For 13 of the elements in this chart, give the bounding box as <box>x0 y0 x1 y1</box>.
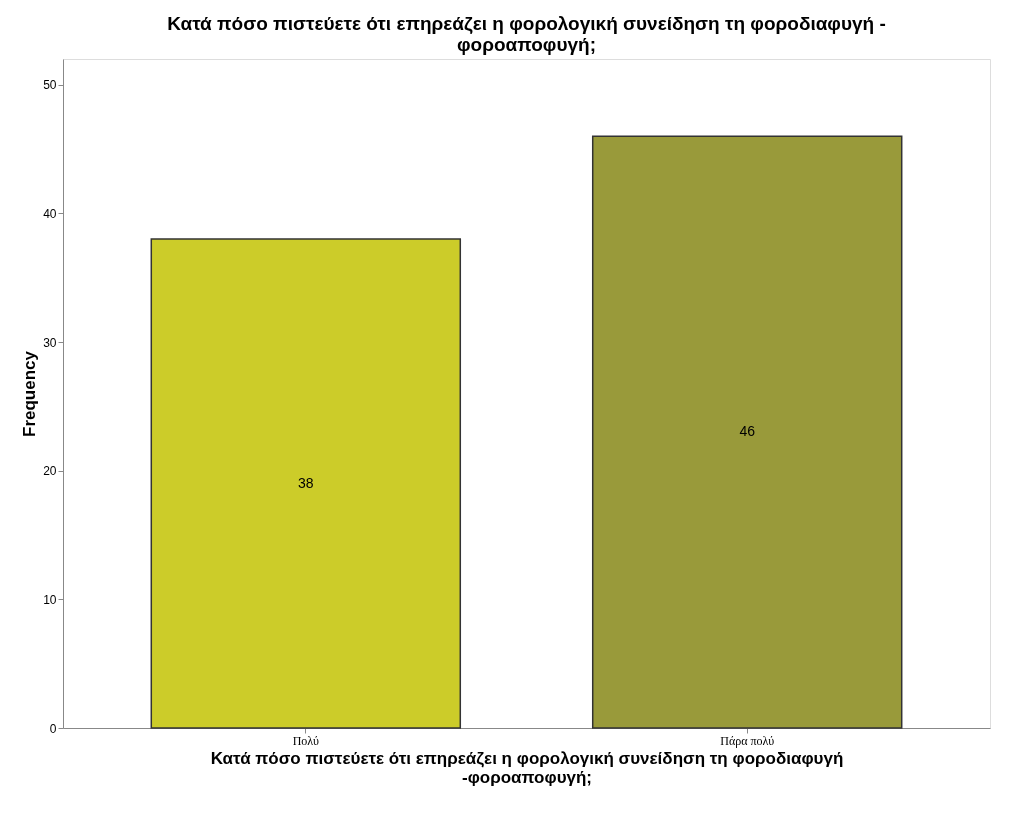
y-tick-label: 0 <box>49 721 57 736</box>
x-tick-label: Πολύ <box>292 733 319 748</box>
x-axis-title: Κατά πόσο πιστεύετε ότι επηρεάζει η φορολογική συνείδηση τη φοροδιαφυγή -φοροαποφυγή; <box>210 748 844 787</box>
y-tick-label: 30 <box>43 335 57 350</box>
y-tick-label: 40 <box>43 206 57 221</box>
data-label: 38 <box>298 474 314 491</box>
x-tick-label: Πάρα πολύ <box>720 733 775 748</box>
chart-title: Κατά πόσο πιστεύετε ότι επηρεάζει η φορολογική συνείδηση τη φοροδιαφυγή - φοροαποφυγή; <box>167 13 886 55</box>
y-tick-label: 20 <box>43 464 57 479</box>
data-label: 46 <box>739 423 756 440</box>
y-axis-title: Frequency <box>20 350 40 437</box>
y-tick-label: 10 <box>43 592 57 607</box>
y-tick-label: 50 <box>43 78 57 93</box>
